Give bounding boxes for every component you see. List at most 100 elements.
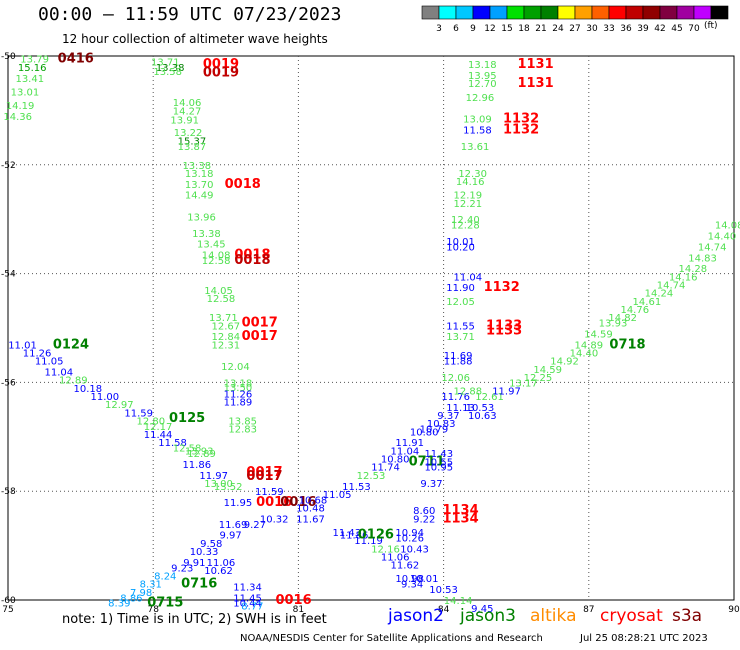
wave-height-label: 13.18	[185, 169, 214, 180]
wave-height-label: 12.28	[451, 221, 480, 232]
color-scale-swatch	[438, 5, 457, 20]
wave-height-label: 10.01	[410, 574, 439, 585]
wave-height-label: 13.96	[187, 212, 216, 223]
wave-height-label: 11.06	[381, 552, 410, 563]
wave-height-label: 11.67	[296, 514, 325, 525]
x-tick-label: 78	[147, 605, 159, 615]
wave-height-label: 12.53	[357, 471, 386, 482]
wave-height-label: 10.01	[446, 237, 475, 248]
wave-height-label: 11.45	[233, 593, 262, 604]
wave-height-label: 11.04	[453, 272, 482, 283]
color-scale-tick: 42	[654, 24, 665, 34]
credit-text: NOAA/NESDIS Center for Satellite Applica…	[240, 633, 543, 644]
wave-height-label: 10.53	[429, 585, 458, 596]
pass-time-label: 1132	[503, 122, 539, 137]
color-scale-tick: 3	[436, 24, 442, 34]
wave-height-label: 7.98	[130, 588, 152, 599]
wave-height-label: 9.34	[401, 580, 423, 591]
wave-height-label: 13.91	[170, 116, 199, 127]
wave-height-label: 13.79	[20, 55, 49, 66]
wave-height-label: 13.41	[15, 74, 44, 85]
wave-height-label: 13.93	[185, 446, 214, 457]
wave-height-label: 11.86	[340, 531, 369, 542]
wave-height-label: 11.01	[8, 340, 37, 351]
color-scale-swatch	[659, 5, 678, 20]
wave-height-label: 10.33	[190, 547, 219, 558]
wave-height-label: 14.74	[698, 242, 727, 253]
wave-height-label: 14.28	[679, 264, 708, 275]
wave-height-label: 10.32	[260, 514, 289, 525]
wave-height-label: 11.44	[144, 430, 173, 441]
pass-time-label: 1131	[517, 57, 553, 72]
wave-height-label: 10.53	[466, 403, 495, 414]
wave-height-label: 8.39	[108, 599, 130, 610]
wave-height-label: 13.45	[197, 240, 226, 251]
wave-height-label: 13.71	[446, 332, 475, 343]
wave-height-label: 12.25	[524, 373, 553, 384]
pass-time-label: 0124	[53, 337, 89, 352]
color-scale-tick: 36	[620, 24, 632, 34]
color-scale-swatch	[506, 5, 525, 20]
pass-time-label: 0018	[234, 248, 270, 263]
wave-height-label: 14.08	[202, 251, 231, 262]
color-scale-swatch	[608, 5, 627, 20]
color-scale-swatch	[693, 5, 712, 20]
wave-height-label: 12.31	[211, 340, 240, 351]
wave-height-label: 13.70	[185, 180, 214, 191]
wave-height-label: 11.69	[219, 520, 248, 531]
wave-height-label: 14.40	[570, 348, 599, 359]
wave-height-label: 11.06	[207, 558, 236, 569]
color-scale-tick: 6	[453, 24, 459, 34]
y-tick-label: -58	[1, 487, 16, 497]
wave-height-label: 13.87	[178, 142, 207, 153]
color-scale-unit: (ft)	[704, 21, 718, 31]
color-scale-swatch	[489, 5, 508, 20]
wave-height-label: 11.59	[255, 487, 284, 498]
wave-height-label: 10.68	[299, 495, 328, 506]
wave-height-label: 13.95	[468, 71, 497, 82]
wave-height-label: 10.83	[427, 419, 456, 430]
color-scale-swatch	[540, 5, 559, 20]
wave-height-label: 11.04	[391, 446, 420, 457]
wave-height-label: 11.97	[492, 387, 521, 398]
color-scale-swatch	[421, 5, 440, 20]
wave-height-label: 11.43	[332, 528, 361, 539]
pass-time-label: 1133	[486, 318, 522, 333]
pass-time-label: 0019	[203, 65, 239, 80]
color-scale-swatch	[710, 5, 729, 20]
pass-time-label: 0016	[275, 593, 311, 608]
wave-height-label: 10.18	[74, 384, 103, 395]
pass-time-label: 0718	[609, 337, 645, 352]
wave-height-label: 9.22	[413, 514, 435, 525]
legend-jason3: jason3	[460, 606, 516, 626]
wave-height-label: 14.24	[645, 289, 674, 300]
wave-height-label: 13.71	[209, 313, 238, 324]
wave-height-label: 8.77	[241, 601, 263, 612]
wave-height-label: 10.98	[395, 574, 424, 585]
wave-height-label: 10.62	[204, 566, 233, 577]
wave-height-label: 11.91	[395, 438, 424, 449]
pass-time-label: 1133	[486, 324, 522, 339]
color-scale-swatch	[455, 5, 474, 20]
wave-height-label: 12.06	[441, 373, 470, 384]
wave-height-label: 14.05	[204, 286, 233, 297]
x-tick-label: 75	[2, 605, 13, 615]
wave-height-label: 12.04	[221, 362, 250, 373]
wave-height-label: 13.17	[509, 378, 538, 389]
wave-height-label: 13.93	[599, 319, 628, 330]
wave-height-label: 14.27	[173, 106, 202, 117]
color-scale-swatch	[625, 5, 644, 20]
wave-height-label: 15.37	[178, 136, 207, 147]
wave-height-label: 11.74	[371, 463, 400, 474]
wave-height-label: 11.43	[424, 449, 453, 460]
wave-height-label: 14.16	[456, 177, 485, 188]
wave-height-label: 12.58	[173, 444, 202, 455]
wave-height-label: 11.05	[323, 490, 352, 501]
wave-height-label: 11.26	[224, 389, 253, 400]
wave-height-label: 14.19	[6, 101, 35, 112]
x-tick-label: 81	[293, 605, 304, 615]
pass-time-label: 0018	[234, 253, 270, 268]
color-scale-swatch	[591, 5, 610, 20]
pass-time-label: 0016	[280, 495, 316, 510]
wave-height-label: 14.49	[185, 191, 214, 202]
